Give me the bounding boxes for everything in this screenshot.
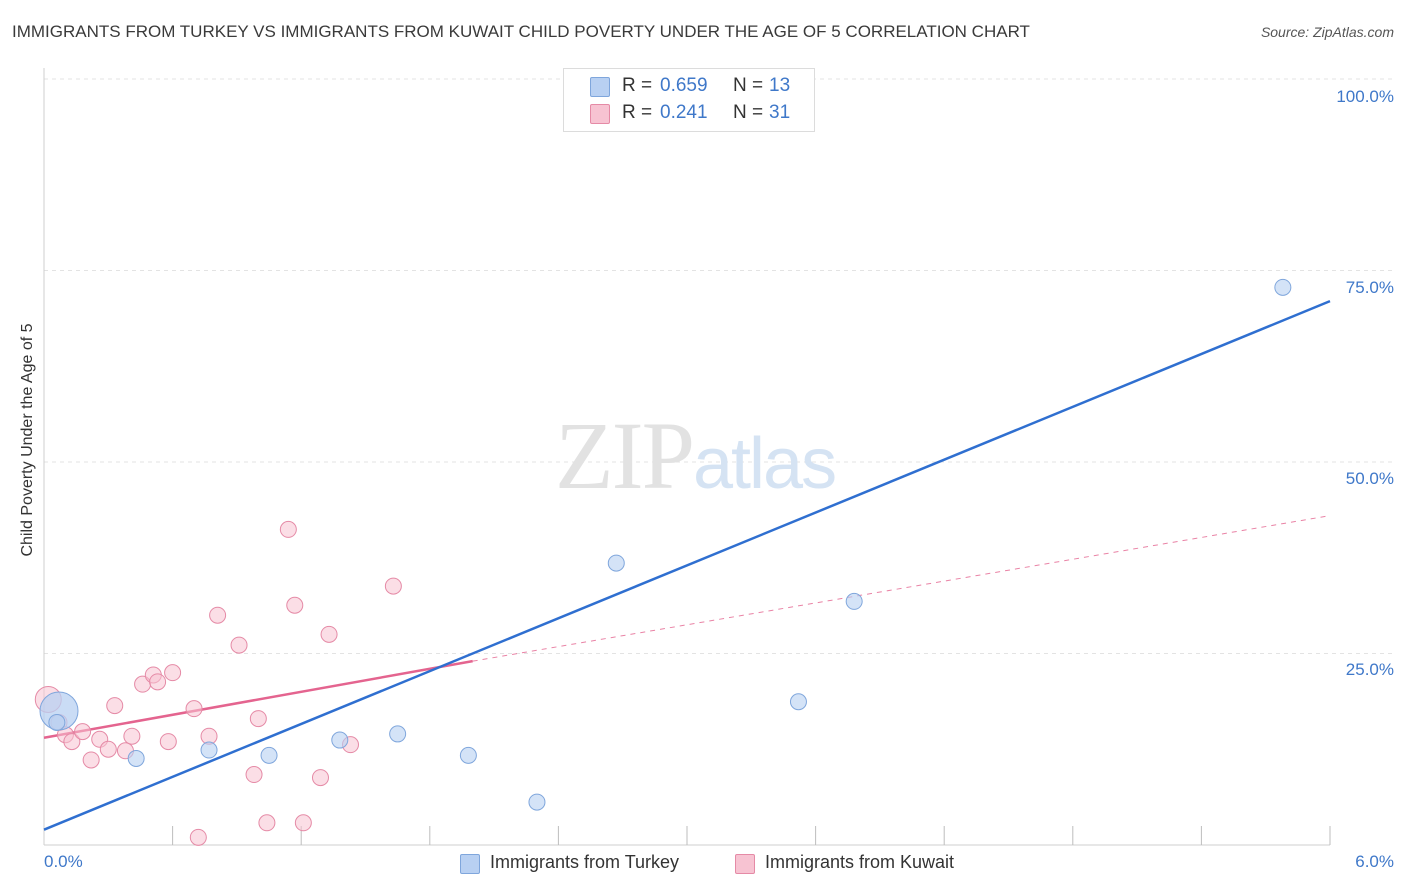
y-axis-label: Child Poverty Under the Age of 5	[19, 323, 36, 557]
y-tick-label-50: 50.0%	[1345, 469, 1394, 488]
turkey-point	[528, 793, 546, 811]
turkey-point	[127, 749, 145, 767]
kuwait-point	[245, 766, 263, 784]
y-tick-label-75: 75.0%	[1345, 278, 1394, 297]
kuwait-point	[185, 700, 203, 718]
kuwait-point	[82, 751, 100, 769]
kuwait-point	[164, 664, 182, 682]
watermark-atlas: atlas	[693, 424, 837, 504]
kuwait-point	[123, 727, 141, 745]
correlation-legend: R = 0.659 N = 13 R = 0.241 N = 31	[563, 68, 815, 132]
turkey-point	[845, 592, 863, 610]
kuwait-point	[294, 814, 312, 832]
kuwait-point	[286, 596, 304, 614]
kuwait-trend-line	[43, 659, 473, 739]
turkey-point	[789, 693, 807, 711]
kuwait-point	[106, 697, 124, 715]
y-tick-label-25: 25.0%	[1345, 660, 1394, 679]
turkey-point	[459, 746, 477, 764]
chart-title: IMMIGRANTS FROM TURKEY VS IMMIGRANTS FRO…	[12, 22, 1030, 41]
gridlines	[44, 78, 1394, 654]
turkey-point	[48, 713, 66, 731]
turkey-point	[331, 731, 349, 749]
turkey-point	[1274, 278, 1292, 296]
kuwait-point	[159, 733, 177, 751]
kuwait-point	[258, 814, 276, 832]
r-label: R =	[622, 75, 653, 96]
n-value: 13	[769, 75, 791, 96]
kuwait-trend-extension	[472, 515, 1331, 662]
turkey-legend-swatch	[460, 854, 480, 874]
kuwait-point	[279, 520, 297, 538]
kuwait-point	[74, 723, 92, 741]
n-label: N =	[733, 102, 764, 123]
y-tick-label-100: 100.0%	[1336, 87, 1394, 106]
kuwait-point	[230, 636, 248, 654]
n-value: 31	[769, 102, 791, 123]
watermark-zip: ZIP	[555, 402, 695, 509]
r-value: 0.241	[660, 102, 708, 123]
turkey-trend-line	[43, 299, 1331, 831]
x-tick-label-max: 6.0%	[1355, 852, 1394, 871]
x-tick-label-min: 0.0%	[44, 852, 83, 871]
turkey-swatch	[590, 77, 610, 97]
turkey-point	[607, 554, 625, 572]
kuwait-legend-label: Immigrants from Kuwait	[765, 852, 955, 872]
zipatlas-watermark: ZIPatlas	[555, 400, 837, 511]
kuwait-swatch	[590, 104, 610, 124]
kuwait-point	[320, 625, 338, 643]
kuwait-point	[311, 769, 329, 787]
kuwait-legend-swatch	[735, 854, 755, 874]
r-label: R =	[622, 102, 653, 123]
kuwait-point	[149, 673, 167, 691]
kuwait-point	[63, 733, 81, 751]
kuwait-point	[189, 828, 207, 846]
kuwait-point	[384, 577, 402, 595]
kuwait-point	[99, 740, 117, 758]
n-label: N =	[733, 75, 764, 96]
trend-lines	[43, 299, 1331, 831]
turkey-legend-label: Immigrants from Turkey	[490, 852, 680, 872]
turkey-point	[200, 741, 218, 759]
y-axis-label-wrap: Child Poverty Under the Age of 5	[18, 280, 38, 600]
source-label: Source: ZipAtlas.com	[1260, 24, 1394, 40]
kuwait-point	[249, 710, 267, 728]
kuwait-point	[209, 606, 227, 624]
turkey-point	[260, 746, 278, 764]
turkey-point	[389, 725, 407, 743]
r-value: 0.659	[660, 75, 708, 96]
